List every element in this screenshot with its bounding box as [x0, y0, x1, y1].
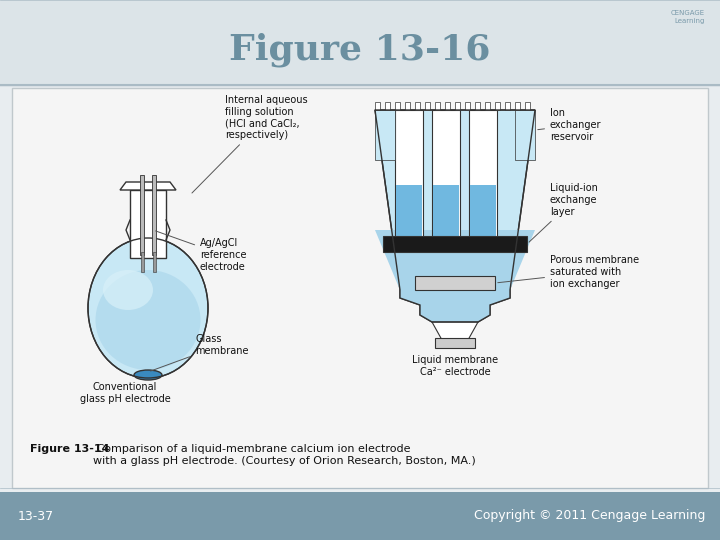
Bar [425, 102, 430, 110]
Bar [396, 185, 422, 245]
Text: 13-37: 13-37 [18, 510, 54, 523]
Bar [395, 102, 400, 110]
Text: Glass
membrane: Glass membrane [150, 334, 248, 371]
Text: Internal aqueous
filling solution
(HCl and CaCl₂,
respectively): Internal aqueous filling solution (HCl a… [192, 95, 307, 193]
Ellipse shape [103, 270, 153, 310]
Polygon shape [375, 110, 535, 322]
Bar [415, 276, 495, 290]
Text: Figure 13-14: Figure 13-14 [30, 444, 109, 454]
Bar [375, 102, 380, 110]
Bar [153, 252, 156, 272]
Bar [12, 88, 708, 488]
Bar [405, 102, 410, 110]
Text: Ag/AgCl
reference
electrode: Ag/AgCl reference electrode [156, 231, 246, 272]
Text: Conventional
glass pH electrode: Conventional glass pH electrode [80, 382, 171, 403]
Bar [435, 338, 475, 348]
Bar [375, 110, 395, 160]
Bar [383, 236, 527, 252]
Bar [152, 175, 156, 255]
Bar [465, 102, 470, 110]
Bar [0, 492, 720, 540]
Bar [385, 102, 390, 110]
Bar [470, 185, 496, 245]
Text: Ion
exchanger
reservoir: Ion exchanger reservoir [538, 109, 601, 141]
Text: Liquid-ion
exchange
layer: Liquid-ion exchange layer [529, 184, 598, 242]
Bar [515, 110, 535, 160]
Ellipse shape [96, 270, 200, 370]
Bar [415, 102, 420, 110]
Bar [505, 102, 510, 110]
Polygon shape [120, 182, 176, 190]
Bar [515, 102, 520, 110]
Bar [141, 252, 144, 272]
Text: Figure 13-16: Figure 13-16 [229, 33, 491, 68]
Bar [432, 110, 460, 245]
Bar [435, 102, 440, 110]
Bar [455, 102, 460, 110]
Text: Copyright © 2011 Cengage Learning: Copyright © 2011 Cengage Learning [474, 510, 705, 523]
Bar [140, 175, 144, 255]
Text: Liquid membrane
Ca²⁻ electrode: Liquid membrane Ca²⁻ electrode [412, 355, 498, 376]
Polygon shape [432, 322, 478, 340]
Ellipse shape [88, 238, 208, 378]
Polygon shape [375, 230, 535, 322]
Bar [433, 185, 459, 245]
Bar [445, 102, 450, 110]
Text: Comparison of a liquid-membrane calcium ion electrode
with a glass pH electrode.: Comparison of a liquid-membrane calcium … [93, 444, 476, 465]
Bar [0, 0, 720, 85]
Bar [395, 110, 423, 245]
Bar [485, 102, 490, 110]
Bar [475, 102, 480, 110]
Text: Learning: Learning [675, 18, 705, 24]
Text: CENGAGE: CENGAGE [671, 10, 705, 16]
Text: Porous membrane
saturated with
ion exchanger: Porous membrane saturated with ion excha… [498, 255, 639, 288]
Bar [495, 102, 500, 110]
Bar [469, 110, 497, 245]
Ellipse shape [134, 370, 162, 380]
Bar [525, 102, 530, 110]
Polygon shape [130, 190, 166, 258]
